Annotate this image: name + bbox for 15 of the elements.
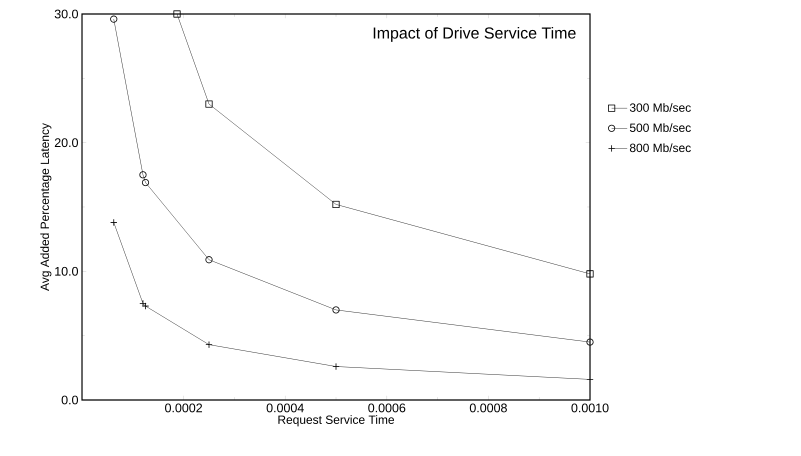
x-tick-label: 0.0008 xyxy=(470,404,507,412)
y-tick-label: 20.0 xyxy=(54,138,78,148)
y-tick-label: 0.0 xyxy=(62,396,78,404)
y-tick-label: 30.0 xyxy=(54,10,78,18)
x-tick-label: 0.0002 xyxy=(165,404,202,412)
x-tick-label: 0.0004 xyxy=(266,404,304,412)
x-axis-title: Request Service Time xyxy=(278,415,394,426)
y-tick-label: 10.0 xyxy=(55,266,78,276)
legend-label: 300 Mb/sec xyxy=(630,103,691,112)
legend-label: 800 Mb/sec xyxy=(630,143,691,152)
text: Impact of Drive Service Time xyxy=(374,26,576,42)
x-tick-label: 0.0010 xyxy=(571,404,609,412)
y-axis-title: Avg Added Percentage Latency xyxy=(40,123,52,291)
legend-label: 500 Mb/sec xyxy=(630,123,691,132)
x-tick-label: 0.0006 xyxy=(368,404,406,412)
